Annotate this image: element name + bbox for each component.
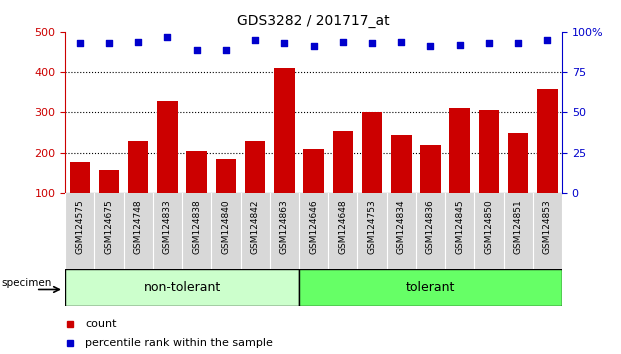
Bar xyxy=(186,152,207,233)
Bar xyxy=(70,161,90,233)
Bar xyxy=(299,269,562,306)
Point xyxy=(221,47,231,52)
Point xyxy=(338,39,348,44)
Text: GSM124753: GSM124753 xyxy=(368,199,376,254)
Bar xyxy=(537,90,558,233)
Bar xyxy=(215,159,236,233)
Text: GSM124851: GSM124851 xyxy=(514,199,523,254)
Bar xyxy=(479,110,499,233)
Point xyxy=(542,37,552,43)
Text: GSM124575: GSM124575 xyxy=(75,199,84,254)
Text: specimen: specimen xyxy=(1,278,52,288)
Text: GSM124748: GSM124748 xyxy=(134,199,143,254)
Text: GSM124842: GSM124842 xyxy=(251,199,260,253)
Point xyxy=(396,39,406,44)
Text: GSM124853: GSM124853 xyxy=(543,199,552,254)
Text: GSM124833: GSM124833 xyxy=(163,199,172,254)
Point xyxy=(425,44,435,49)
Point xyxy=(279,40,289,46)
Bar xyxy=(274,68,294,233)
Point xyxy=(367,40,377,46)
Bar xyxy=(304,149,324,233)
Point xyxy=(513,40,523,46)
Text: GSM124834: GSM124834 xyxy=(397,199,406,254)
Text: GSM124863: GSM124863 xyxy=(280,199,289,254)
Text: GSM124836: GSM124836 xyxy=(426,199,435,254)
Text: GSM124646: GSM124646 xyxy=(309,199,318,254)
Point xyxy=(250,37,260,43)
Text: percentile rank within the sample: percentile rank within the sample xyxy=(85,338,273,348)
Bar xyxy=(391,135,412,233)
Bar xyxy=(245,141,265,233)
Text: count: count xyxy=(85,319,117,329)
Point xyxy=(455,42,465,47)
Point xyxy=(192,47,202,52)
Text: GSM124850: GSM124850 xyxy=(484,199,494,254)
Text: GSM124845: GSM124845 xyxy=(455,199,465,254)
Point xyxy=(75,40,85,46)
Point xyxy=(134,39,143,44)
Bar xyxy=(450,108,470,233)
Text: tolerant: tolerant xyxy=(406,281,455,294)
Point xyxy=(104,40,114,46)
Text: non-tolerant: non-tolerant xyxy=(143,281,220,294)
Bar xyxy=(99,170,119,233)
Point xyxy=(309,44,319,49)
Bar xyxy=(65,269,299,306)
Text: GSM124675: GSM124675 xyxy=(104,199,114,254)
Bar xyxy=(128,141,148,233)
Bar xyxy=(420,144,441,233)
Text: GSM124840: GSM124840 xyxy=(222,199,230,254)
Title: GDS3282 / 201717_at: GDS3282 / 201717_at xyxy=(237,14,390,28)
Point xyxy=(484,40,494,46)
Text: GSM124648: GSM124648 xyxy=(338,199,347,254)
Bar xyxy=(362,112,383,233)
Text: GSM124838: GSM124838 xyxy=(193,199,201,254)
Point xyxy=(163,34,173,40)
Bar xyxy=(157,101,178,233)
Bar xyxy=(508,133,528,233)
Bar xyxy=(333,131,353,233)
